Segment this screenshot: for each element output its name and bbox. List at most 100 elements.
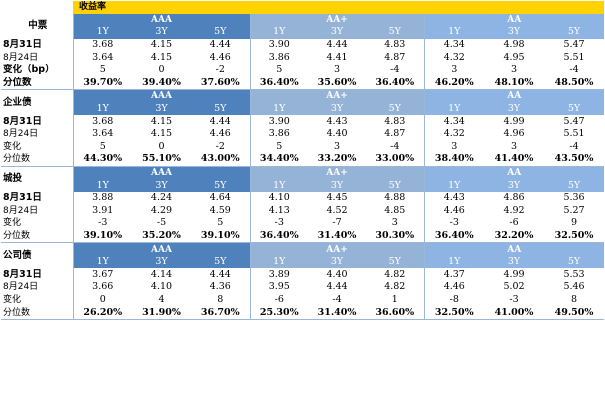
grade-header: AAA [72,242,251,256]
tenor-header-row: 1Y 3Y 5Y 1Y 3Y 5Y 1Y 3Y 5Y [1,102,605,116]
value-cell: 36.40% [366,76,425,91]
title-row: 收益率 [1,1,605,14]
value-cell: 3.68 [72,38,132,52]
tenor-header: 1Y [249,102,309,116]
row-label: 分位数 [1,229,73,244]
row-label: 分位数 [1,76,73,91]
value-cell: 43.00% [191,153,251,167]
tenor-header: 3Y [132,102,191,116]
value-cell: 3.91 [72,204,132,218]
value-cell: 4.32 [423,127,485,141]
value-cell: 4.40 [326,128,348,140]
value-cell: 1 [391,293,398,305]
row-label: 8月24日 [3,205,39,216]
value-cell: 49.50% [544,306,605,320]
value-cell: 0 [72,293,132,307]
tenor-header: 5Y [544,179,605,192]
tenor-header: 3Y [308,255,367,269]
value-cell: 4.83 [384,115,406,127]
value-cell: 4 [158,293,165,305]
section-header-row: 中票 AAA AA+ AA [1,13,605,31]
value-cell: -2 [215,140,225,152]
title-spacer [1,1,73,14]
tenor-header: 5Y [366,179,425,192]
value-cell: 4.44 [209,39,231,51]
tenor-header: 1Y [423,102,485,116]
value-cell: -4 [390,140,400,152]
tenor-header: 1Y [72,26,132,39]
row-label: 8月24日 [3,282,39,293]
value-cell: 4.83 [384,39,406,51]
value-cell: 34.40% [249,153,309,167]
tenor-header: 3Y [308,26,367,39]
value-cell: 36.40% [423,229,485,244]
table-row: 8月31日 3.68 4.15 4.44 3.90 4.44 4.83 4.34 4.98 5.4… [1,38,604,52]
value-cell: 39.10% [191,229,251,244]
value-cell: 44.30% [72,153,132,167]
value-cell: 4.34 [423,115,485,128]
row-label: 8月24日 [3,52,39,63]
value-cell: 5.47 [563,39,585,51]
value-cell: 5 [217,217,224,229]
value-cell: 4.44 [326,39,348,51]
value-cell: 3 [333,64,341,76]
value-cell: 4.92 [503,204,525,216]
value-cell: 3 [423,140,485,154]
value-cell: 31.40% [308,306,367,320]
value-cell: 41.00% [484,306,545,320]
value-cell: 3.95 [249,281,309,294]
value-cell: 36.40% [249,229,309,244]
value-cell: 30.30% [366,229,425,244]
row-label: 8月31日 [3,39,42,51]
tenor-header: 1Y [423,255,485,269]
tenor-header: 3Y [484,255,545,269]
value-cell: 3.88 [72,191,132,205]
value-cell: 43.50% [544,153,605,167]
value-cell: 3.67 [72,268,132,282]
value-cell: 48.10% [484,76,545,91]
value-cell: 4.98 [503,39,525,51]
value-cell: 8 [570,293,578,305]
value-cell: 39.70% [72,76,132,91]
tenor-header: 3Y [484,102,545,116]
value-cell: 4.52 [326,204,348,216]
value-cell: -3 [249,217,309,230]
value-cell: 4.10 [249,191,309,205]
value-cell: -3 [72,217,132,230]
value-cell: 4.10 [150,281,173,293]
value-cell: 4.43 [326,115,348,127]
value-cell: 4.59 [209,204,231,216]
value-cell: 4.82 [384,281,406,293]
value-cell: 4.95 [503,51,525,63]
value-cell: 39.40% [132,76,191,91]
value-cell: 4.14 [150,268,173,280]
grade-header: AAA [72,89,251,103]
value-cell: 3.64 [72,127,132,141]
value-cell: 4.15 [150,115,173,127]
tenor-header: 1Y [249,26,309,39]
value-cell: 3 [510,140,518,152]
tenor-header: 5Y [366,26,425,39]
value-cell: 36.60% [366,306,425,320]
value-cell: 5.27 [563,204,585,216]
value-cell: 9 [570,217,578,229]
row-label: 8月31日 [3,192,42,204]
value-cell: 4.32 [423,51,485,64]
table-row: 8月24日 3.91 4.29 4.59 4.13 4.52 4.85 4.46 4.92 5.2… [1,204,604,218]
tenor-header-row: 1Y 3Y 5Y 1Y 3Y 5Y 1Y 3Y 5Y [1,26,605,39]
value-cell: 8 [217,293,224,305]
value-cell: 4.46 [209,128,231,140]
value-cell: 3.89 [249,268,309,282]
tenor-header: 5Y [191,255,251,269]
value-cell: 4.85 [384,204,406,216]
value-cell: 33.20% [308,153,367,167]
tenor-header: 3Y [132,179,191,192]
value-cell: -3 [423,217,485,230]
value-cell: 32.50% [423,306,485,320]
value-cell: 55.10% [132,153,191,167]
tenor-header: 1Y [72,102,132,116]
value-cell: 39.10% [72,229,132,244]
tenor-header: 5Y [366,102,425,116]
tenor-header: 5Y [191,102,251,116]
value-cell: 4.46 [423,204,485,218]
